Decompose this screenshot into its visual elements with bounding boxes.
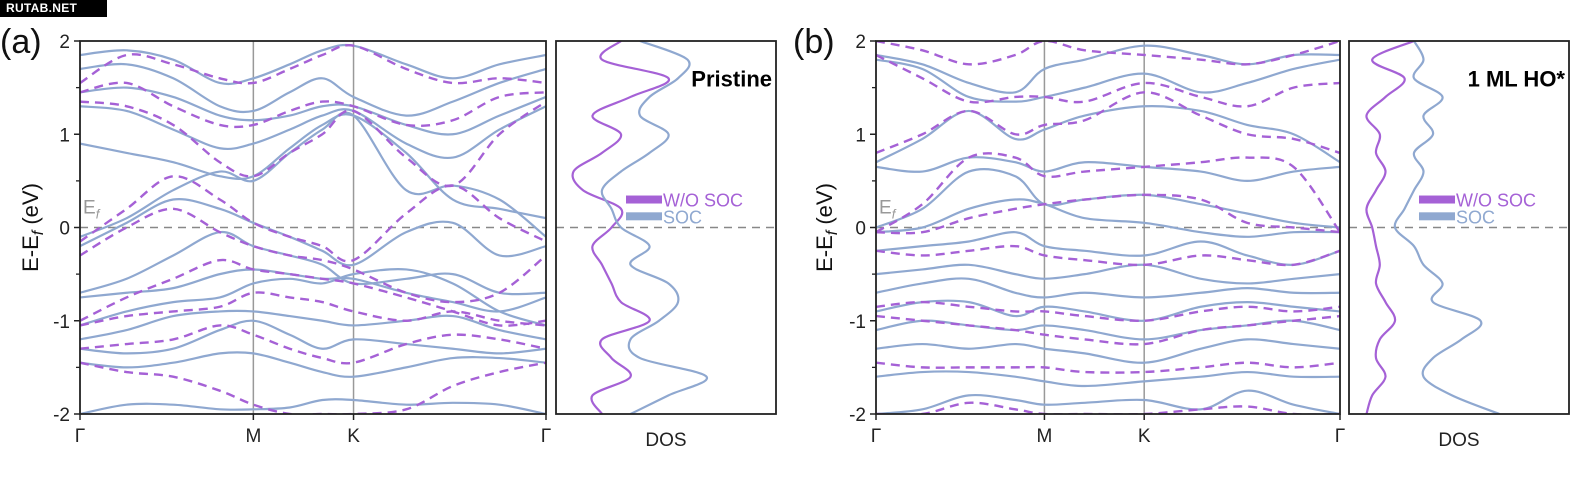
dos-soc xyxy=(1393,41,1500,414)
band-wo-soc xyxy=(876,300,1340,323)
bands xyxy=(876,41,1340,414)
band-soc xyxy=(876,231,1340,266)
legend-swatch-soc xyxy=(626,212,662,221)
band-soc xyxy=(876,198,1340,238)
dos-wo-soc xyxy=(1365,41,1415,414)
y-axis-label-sub: f xyxy=(30,229,47,235)
band-wo-soc xyxy=(876,193,1340,235)
band-soc xyxy=(876,156,1340,182)
y-axis-label-sub: f xyxy=(824,229,841,235)
band-wo-soc xyxy=(80,361,546,414)
x-tick-label: Γ xyxy=(541,426,551,447)
y-tick-label: 2 xyxy=(855,32,866,53)
band-soc xyxy=(80,231,546,296)
legend-swatch-soc xyxy=(1419,212,1455,221)
y-tick-label: -1 xyxy=(849,312,866,333)
band-wo-soc xyxy=(80,100,546,188)
band-wo-soc xyxy=(876,152,1340,234)
y-tick-label: -2 xyxy=(53,405,70,426)
y-axis-label: E-Ef (eV) xyxy=(812,183,841,272)
panel-a: (a) Ef -2 -1 0 1 2 Γ M K Γ E-Ef (eV) DOS Pristine W/O … xyxy=(0,23,777,451)
y-tick-label: 0 xyxy=(59,219,70,240)
band-soc xyxy=(876,263,1340,285)
dos-curves xyxy=(571,41,708,414)
band-soc xyxy=(876,105,1340,164)
y-tick-label: 2 xyxy=(59,32,70,53)
band-soc xyxy=(80,43,546,86)
band-soc xyxy=(80,86,546,136)
fermi-label: Ef xyxy=(879,198,897,222)
x-tick-label: K xyxy=(347,426,360,447)
y-tick-label: 1 xyxy=(59,125,70,146)
y-axis-label-rest: (eV) xyxy=(18,183,43,231)
fermi-label: Ef xyxy=(83,198,101,222)
y-axis-label: E-Ef (eV) xyxy=(18,183,47,272)
dos-curves xyxy=(1365,41,1500,414)
band-wo-soc xyxy=(876,361,1340,374)
band-wo-soc xyxy=(80,207,546,304)
band-wo-soc xyxy=(80,81,546,129)
band-wo-soc xyxy=(876,401,1340,414)
band-soc xyxy=(876,58,1340,103)
band-wo-soc xyxy=(80,291,546,327)
dos-axis-label: DOS xyxy=(645,430,686,451)
band-soc xyxy=(876,370,1340,388)
legend-swatch-wo-soc xyxy=(626,195,662,204)
dos-frame xyxy=(1348,40,1570,415)
y-tick-label: 0 xyxy=(855,219,866,240)
band-wo-soc xyxy=(876,314,1340,346)
x-tick-label: K xyxy=(1138,426,1151,447)
band-wo-soc xyxy=(876,41,1340,66)
band-wo-soc xyxy=(80,44,546,85)
legend-label-wo-soc: W/O SOC xyxy=(663,191,743,211)
band-soc xyxy=(80,113,546,220)
panel-label: (b) xyxy=(793,23,835,61)
band-soc xyxy=(80,319,546,355)
band-soc xyxy=(876,389,1340,414)
band-soc xyxy=(876,338,1340,364)
band-soc xyxy=(80,268,546,327)
panel-b: (b) Ef -2 -1 0 1 2 Γ M K Γ E-Ef (eV) DOS 1 ML HO* W/O … xyxy=(793,23,1570,451)
band-wo-soc xyxy=(80,175,546,263)
dos-axis-label: DOS xyxy=(1438,430,1479,451)
band-soc xyxy=(80,197,546,267)
y-tick-label: -1 xyxy=(53,312,70,333)
band-soc xyxy=(876,277,1340,299)
x-tick-label: M xyxy=(1037,426,1053,447)
x-tick-label: Γ xyxy=(75,426,85,447)
band-soc xyxy=(80,351,546,378)
panel-title: Pristine xyxy=(691,66,772,91)
panel-label: (a) xyxy=(0,23,42,61)
band-soc xyxy=(80,309,546,341)
band-soc xyxy=(876,299,1340,322)
x-tick-label: Γ xyxy=(871,426,881,447)
legend-swatch-wo-soc xyxy=(1419,195,1455,204)
legend-label-soc: SOC xyxy=(663,207,702,227)
fermi-label-sub: f xyxy=(892,207,897,222)
band-wo-soc xyxy=(80,324,546,365)
legend-label-wo-soc: W/O SOC xyxy=(1456,191,1536,211)
band-soc xyxy=(80,62,546,117)
panel-title: 1 ML HO* xyxy=(1468,66,1566,91)
y-tick-label: -2 xyxy=(849,405,866,426)
dos-soc xyxy=(600,41,708,414)
y-axis-label-rest: (eV) xyxy=(812,183,837,231)
x-tick-label: M xyxy=(245,426,261,447)
fermi-label-sub: f xyxy=(96,207,101,222)
band-wo-soc xyxy=(876,53,1340,108)
band-wo-soc xyxy=(876,91,1340,155)
band-wo-soc xyxy=(80,258,546,327)
band-soc xyxy=(80,111,546,238)
watermark: RUTAB.NET xyxy=(0,0,107,17)
bands xyxy=(80,43,546,414)
x-tick-label: Γ xyxy=(1335,426,1345,447)
dos-frame xyxy=(555,40,777,415)
band-soc xyxy=(80,398,546,414)
y-tick-label: 1 xyxy=(855,125,866,146)
band-wo-soc xyxy=(876,244,1340,267)
band-soc xyxy=(80,105,546,160)
dos-wo-soc xyxy=(571,41,670,414)
legend-label-soc: SOC xyxy=(1456,207,1495,227)
